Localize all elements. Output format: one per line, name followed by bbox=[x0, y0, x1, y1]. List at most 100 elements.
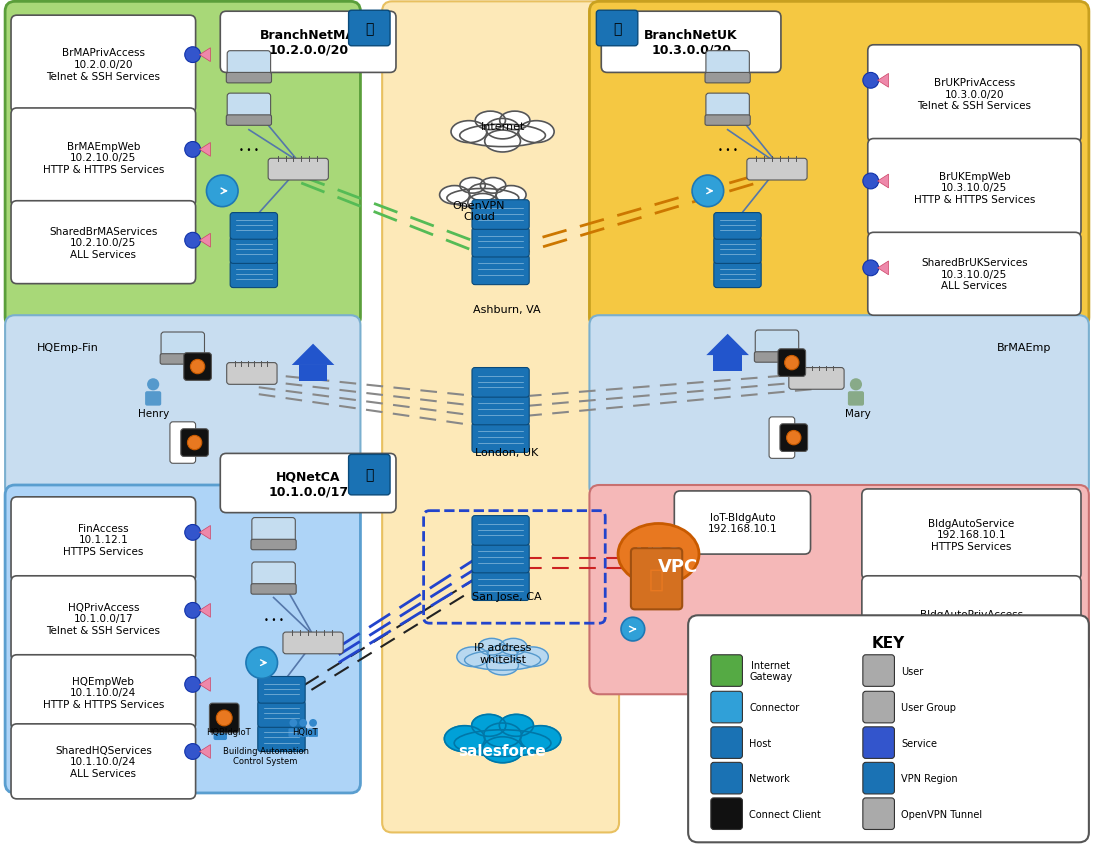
FancyBboxPatch shape bbox=[472, 544, 529, 573]
Text: User Group: User Group bbox=[902, 702, 956, 712]
FancyBboxPatch shape bbox=[868, 139, 1081, 237]
Text: BranchNetMA
10.2.0.0/20: BranchNetMA 10.2.0.0/20 bbox=[260, 29, 356, 57]
Ellipse shape bbox=[618, 524, 700, 585]
Circle shape bbox=[787, 431, 801, 446]
FancyBboxPatch shape bbox=[226, 363, 277, 385]
FancyBboxPatch shape bbox=[349, 455, 390, 495]
Text: Mary: Mary bbox=[845, 408, 871, 419]
FancyBboxPatch shape bbox=[251, 584, 296, 594]
Text: User: User bbox=[902, 666, 924, 676]
Ellipse shape bbox=[500, 715, 533, 737]
FancyBboxPatch shape bbox=[862, 798, 894, 830]
FancyBboxPatch shape bbox=[11, 655, 196, 730]
Ellipse shape bbox=[500, 639, 527, 655]
FancyBboxPatch shape bbox=[169, 422, 196, 463]
Text: BldgAutoService
192.168.10.1
HTTPS Services: BldgAutoService 192.168.10.1 HTTPS Servi… bbox=[928, 518, 1014, 551]
FancyBboxPatch shape bbox=[472, 424, 529, 453]
FancyBboxPatch shape bbox=[258, 701, 305, 728]
Text: OpenVPN Tunnel: OpenVPN Tunnel bbox=[902, 809, 983, 819]
Ellipse shape bbox=[518, 122, 554, 143]
Text: 🔗: 🔗 bbox=[613, 22, 621, 36]
Ellipse shape bbox=[460, 125, 545, 148]
FancyBboxPatch shape bbox=[706, 94, 750, 121]
Text: Network: Network bbox=[750, 773, 790, 783]
FancyBboxPatch shape bbox=[289, 728, 298, 737]
Ellipse shape bbox=[465, 650, 541, 670]
FancyBboxPatch shape bbox=[5, 316, 361, 497]
FancyBboxPatch shape bbox=[589, 3, 1089, 327]
FancyBboxPatch shape bbox=[268, 160, 328, 181]
Circle shape bbox=[862, 261, 879, 277]
Ellipse shape bbox=[469, 185, 497, 202]
Polygon shape bbox=[200, 234, 211, 248]
Circle shape bbox=[148, 379, 160, 391]
Text: Service: Service bbox=[902, 738, 938, 748]
Polygon shape bbox=[200, 49, 211, 62]
FancyBboxPatch shape bbox=[11, 497, 196, 582]
Circle shape bbox=[785, 356, 799, 371]
Ellipse shape bbox=[468, 194, 497, 213]
Ellipse shape bbox=[460, 178, 485, 194]
Text: salesforce: salesforce bbox=[459, 743, 546, 758]
FancyBboxPatch shape bbox=[862, 691, 894, 723]
FancyBboxPatch shape bbox=[283, 632, 343, 654]
Circle shape bbox=[185, 143, 200, 158]
Text: HQNetCA
10.1.0.0/17: HQNetCA 10.1.0.0/17 bbox=[268, 469, 349, 497]
Text: Ashburn, VA: Ashburn, VA bbox=[472, 305, 540, 315]
Text: • • •: • • • bbox=[263, 615, 283, 624]
Bar bbox=[298, 365, 327, 381]
FancyBboxPatch shape bbox=[705, 116, 750, 126]
FancyBboxPatch shape bbox=[184, 354, 211, 381]
Circle shape bbox=[185, 233, 200, 249]
FancyBboxPatch shape bbox=[689, 615, 1089, 842]
Ellipse shape bbox=[486, 656, 518, 675]
FancyBboxPatch shape bbox=[472, 368, 529, 398]
FancyBboxPatch shape bbox=[589, 316, 1089, 497]
FancyBboxPatch shape bbox=[251, 518, 295, 544]
FancyBboxPatch shape bbox=[472, 516, 529, 545]
FancyBboxPatch shape bbox=[631, 549, 682, 609]
Polygon shape bbox=[200, 526, 211, 539]
Text: HQEmp-Fin: HQEmp-Fin bbox=[37, 343, 98, 353]
FancyBboxPatch shape bbox=[5, 3, 361, 327]
FancyBboxPatch shape bbox=[258, 725, 305, 752]
FancyBboxPatch shape bbox=[226, 73, 271, 84]
Ellipse shape bbox=[451, 122, 486, 143]
FancyBboxPatch shape bbox=[213, 728, 227, 740]
FancyBboxPatch shape bbox=[755, 331, 799, 357]
Text: 🔗: 🔗 bbox=[365, 22, 374, 36]
Circle shape bbox=[207, 176, 238, 208]
Text: Host: Host bbox=[750, 738, 772, 748]
Circle shape bbox=[185, 525, 200, 541]
Circle shape bbox=[188, 436, 202, 450]
Text: VPC: VPC bbox=[637, 545, 680, 564]
Text: BrUKEmpWeb
10.3.10.0/25
HTTP & HTTPS Services: BrUKEmpWeb 10.3.10.0/25 HTTP & HTTPS Ser… bbox=[914, 171, 1035, 205]
Polygon shape bbox=[878, 74, 889, 88]
Text: VPN Region: VPN Region bbox=[902, 773, 957, 783]
FancyBboxPatch shape bbox=[221, 12, 396, 73]
FancyBboxPatch shape bbox=[251, 562, 295, 589]
Text: San Jose, CA: San Jose, CA bbox=[472, 591, 541, 601]
FancyBboxPatch shape bbox=[706, 51, 750, 78]
FancyBboxPatch shape bbox=[231, 237, 278, 264]
FancyBboxPatch shape bbox=[258, 677, 305, 703]
Polygon shape bbox=[706, 334, 749, 355]
FancyBboxPatch shape bbox=[231, 214, 278, 240]
Ellipse shape bbox=[520, 726, 561, 752]
Circle shape bbox=[290, 719, 297, 727]
FancyBboxPatch shape bbox=[747, 160, 807, 181]
FancyBboxPatch shape bbox=[710, 691, 742, 723]
Polygon shape bbox=[200, 744, 211, 759]
Polygon shape bbox=[200, 143, 211, 157]
Circle shape bbox=[862, 174, 879, 190]
Text: IP address
whitelist: IP address whitelist bbox=[474, 642, 531, 664]
FancyBboxPatch shape bbox=[710, 798, 742, 830]
Circle shape bbox=[862, 73, 879, 89]
Text: BrUKPrivAccess
10.3.0.0/20
Telnet & SSH Services: BrUKPrivAccess 10.3.0.0/20 Telnet & SSH … bbox=[917, 78, 1032, 111]
Circle shape bbox=[185, 744, 200, 760]
FancyBboxPatch shape bbox=[862, 490, 1081, 580]
Ellipse shape bbox=[472, 715, 506, 737]
Circle shape bbox=[215, 718, 225, 728]
Bar bbox=[714, 355, 742, 371]
Circle shape bbox=[185, 48, 200, 63]
